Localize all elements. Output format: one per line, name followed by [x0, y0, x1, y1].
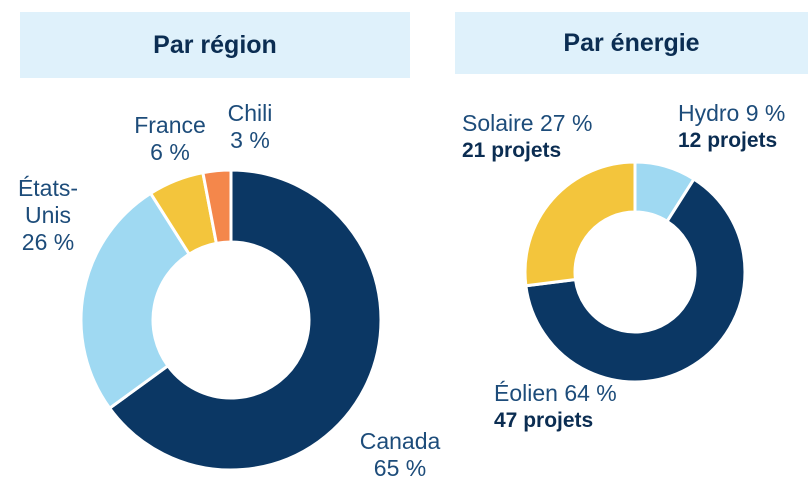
value-label: 65 % [373, 455, 427, 481]
value-label: 6 % [150, 139, 190, 165]
value-label: 3 % [230, 127, 270, 153]
donut-slice [107, 168, 383, 472]
label-line: Solaire 27 % [462, 110, 622, 137]
label-line: Éolien 64 % [494, 380, 654, 407]
category-name: États-Unis [17, 175, 79, 228]
chart-title: Par région [20, 12, 410, 78]
category-name: Solaire [462, 110, 534, 136]
donut-slice [524, 177, 747, 384]
slice-label: Hydro 9 % 12 projets [678, 100, 808, 154]
donut-slice [201, 168, 233, 246]
donut-slice [523, 160, 637, 288]
value-label: 26 % [21, 229, 75, 255]
slice-label: États-Unis 26 % [8, 175, 88, 256]
donut-slice [79, 191, 192, 411]
count-label: 47 projets [494, 409, 594, 432]
slice-label: France 6 % [130, 112, 210, 166]
category-name: Éolien [494, 380, 558, 406]
category-name: Hydro [678, 100, 740, 126]
value-label: 27 % [540, 110, 593, 136]
value-label: 9 % [745, 100, 786, 126]
count-label: 12 projets [678, 129, 778, 152]
slice-label: Chili 3 % [215, 100, 285, 154]
slice-label: Canada 65 % [350, 428, 450, 482]
value-label: 64 % [564, 380, 617, 406]
category-name: Canada [359, 428, 441, 454]
label-line: Hydro 9 % [678, 100, 808, 127]
chart-title: Par énergie [455, 12, 808, 74]
slice-label: Solaire 27 % 21 projets [462, 110, 622, 164]
category-name: Chili [227, 100, 273, 126]
slice-label: Éolien 64 % 47 projets [494, 380, 654, 434]
category-name: France [134, 112, 206, 138]
count-label: 21 projets [462, 139, 562, 162]
